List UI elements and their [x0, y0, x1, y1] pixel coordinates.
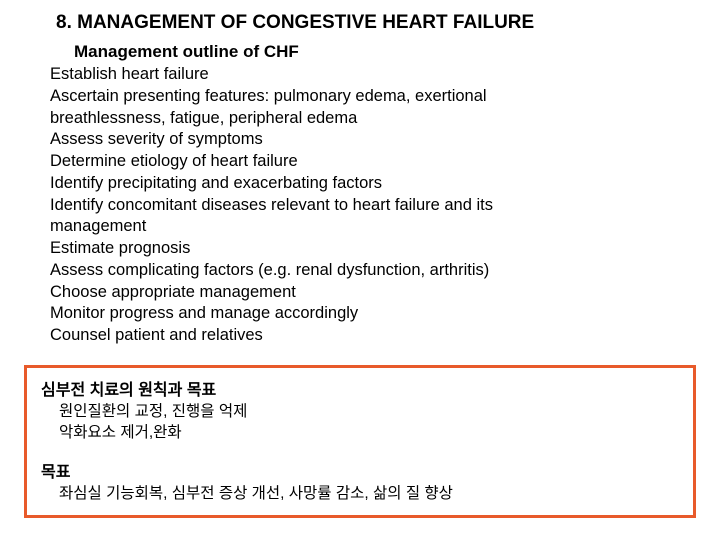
outline-item: Assess severity of symptoms [50, 129, 686, 151]
outline-item: Identify concomitant diseases relevant t… [50, 195, 686, 217]
outline-item: Assess complicating factors (e.g. renal … [50, 260, 686, 282]
outline-item: Counsel patient and relatives [50, 325, 686, 347]
outline-item: management [50, 216, 686, 238]
outline-item: Ascertain presenting features: pulmonary… [50, 86, 686, 108]
outline-list: Establish heart failure Ascertain presen… [10, 64, 710, 347]
slide-page: 8. MANAGEMENT OF CONGESTIVE HEART FAILUR… [0, 0, 720, 528]
outline-item: Identify precipitating and exacerbating … [50, 173, 686, 195]
section1-line: 원인질환의 교정, 진행을 억제 [41, 402, 679, 423]
page-title: 8. MANAGEMENT OF CONGESTIVE HEART FAILUR… [10, 12, 710, 34]
outline-item: Determine etiology of heart failure [50, 151, 686, 173]
outline-item: Monitor progress and manage accordingly [50, 303, 686, 325]
section2-line: 좌심실 기능회복, 심부전 증상 개선, 사망률 감소, 삶의 질 향상 [41, 484, 679, 505]
outline-item: breathlessness, fatigue, peripheral edem… [50, 108, 686, 130]
section1-line: 악화요소 제거,완화 [41, 423, 679, 444]
box-section-1: 심부전 치료의 원칙과 목표 원인질환의 교정, 진행을 억제 악화요소 제거,… [41, 376, 679, 444]
outline-item: Choose appropriate management [50, 282, 686, 304]
section2-heading: 목표 [41, 458, 679, 482]
section1-heading: 심부전 치료의 원칙과 목표 [41, 376, 679, 400]
box-section-2: 목표 좌심실 기능회복, 심부전 증상 개선, 사망률 감소, 삶의 질 향상 [41, 458, 679, 505]
outline-item: Establish heart failure [50, 64, 686, 86]
highlighted-box: 심부전 치료의 원칙과 목표 원인질환의 교정, 진행을 억제 악화요소 제거,… [24, 365, 696, 518]
subtitle: Management outline of CHF [10, 42, 710, 62]
outline-item: Estimate prognosis [50, 238, 686, 260]
